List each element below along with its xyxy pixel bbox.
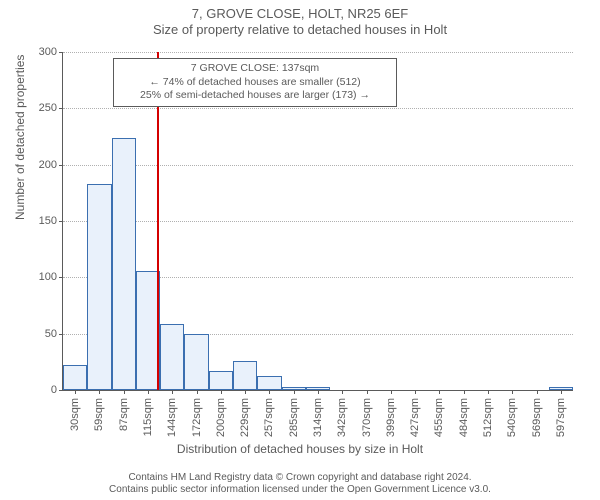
x-tick-label: 569sqm <box>531 396 543 437</box>
x-tick-label: 285sqm <box>288 396 300 437</box>
x-tick-label: 597sqm <box>555 396 567 437</box>
x-tick-label: 314sqm <box>312 396 324 437</box>
x-tick-mark <box>537 390 538 394</box>
plot-area: 7 GROVE CLOSE: 137sqm ← 74% of detached … <box>62 52 573 391</box>
histogram-bar <box>233 361 257 390</box>
x-tick-label: 59sqm <box>93 396 105 431</box>
footer-line1: Contains HM Land Registry data © Crown c… <box>0 472 600 484</box>
histogram-bar <box>63 365 87 390</box>
histogram-bar <box>257 376 281 390</box>
x-tick-mark <box>439 390 440 394</box>
x-tick-label: 342sqm <box>336 396 348 437</box>
x-tick-label: 540sqm <box>506 396 518 437</box>
x-tick-label: 399sqm <box>385 396 397 437</box>
x-tick-label: 427sqm <box>409 396 421 437</box>
gridline <box>63 52 573 53</box>
chart-container: 7, GROVE CLOSE, HOLT, NR25 6EF Size of p… <box>0 0 600 500</box>
x-tick-mark <box>318 390 319 394</box>
x-tick-label: 87sqm <box>118 396 130 431</box>
x-tick-label: 455sqm <box>433 396 445 437</box>
x-tick-mark <box>415 390 416 394</box>
x-tick-label: 115sqm <box>142 396 154 436</box>
y-tick-label: 150 <box>39 215 63 227</box>
x-tick-mark <box>269 390 270 394</box>
x-tick-label: 257sqm <box>263 396 275 437</box>
title-address: 7, GROVE CLOSE, HOLT, NR25 6EF <box>0 6 600 22</box>
x-tick-mark <box>75 390 76 394</box>
gridline <box>63 108 573 109</box>
x-tick-mark <box>124 390 125 394</box>
footer-line2: Contains public sector information licen… <box>0 484 600 496</box>
y-tick-label: 100 <box>39 271 63 283</box>
x-tick-label: 172sqm <box>191 396 203 437</box>
gridline <box>63 221 573 222</box>
y-tick-label: 200 <box>39 159 63 171</box>
y-tick-label: 50 <box>45 328 63 340</box>
y-tick-label: 250 <box>39 102 63 114</box>
y-axis-label: Number of detached properties <box>13 55 27 220</box>
x-tick-mark <box>561 390 562 394</box>
x-tick-mark <box>464 390 465 394</box>
title-subtitle: Size of property relative to detached ho… <box>0 22 600 38</box>
x-tick-mark <box>148 390 149 394</box>
x-tick-mark <box>172 390 173 394</box>
x-tick-mark <box>342 390 343 394</box>
callout-line1: 7 GROVE CLOSE: 137sqm <box>120 62 390 76</box>
gridline <box>63 165 573 166</box>
x-tick-label: 512sqm <box>482 396 494 437</box>
histogram-bar <box>87 184 111 390</box>
x-tick-label: 229sqm <box>239 396 251 437</box>
y-tick-label: 300 <box>39 46 63 58</box>
x-tick-label: 144sqm <box>166 396 178 437</box>
x-tick-label: 200sqm <box>215 396 227 437</box>
y-tick-label: 0 <box>51 384 63 396</box>
x-tick-label: 30sqm <box>69 396 81 431</box>
x-tick-mark <box>488 390 489 394</box>
x-tick-mark <box>197 390 198 394</box>
callout-line3: 25% of semi-detached houses are larger (… <box>120 89 390 103</box>
histogram-bar <box>209 371 233 390</box>
x-tick-mark <box>99 390 100 394</box>
callout-line2: ← 74% of detached houses are smaller (51… <box>120 76 390 90</box>
x-tick-mark <box>367 390 368 394</box>
x-tick-mark <box>245 390 246 394</box>
x-tick-mark <box>391 390 392 394</box>
x-tick-label: 484sqm <box>458 396 470 437</box>
x-tick-mark <box>294 390 295 394</box>
x-tick-mark <box>512 390 513 394</box>
x-axis-label: Distribution of detached houses by size … <box>0 442 600 456</box>
x-tick-mark <box>221 390 222 394</box>
callout-box: 7 GROVE CLOSE: 137sqm ← 74% of detached … <box>113 58 397 107</box>
x-tick-label: 370sqm <box>361 396 373 437</box>
histogram-bar <box>160 324 184 390</box>
footer: Contains HM Land Registry data © Crown c… <box>0 472 600 496</box>
histogram-bar <box>184 334 208 390</box>
histogram-bar <box>112 138 136 390</box>
title-block: 7, GROVE CLOSE, HOLT, NR25 6EF Size of p… <box>0 0 600 39</box>
